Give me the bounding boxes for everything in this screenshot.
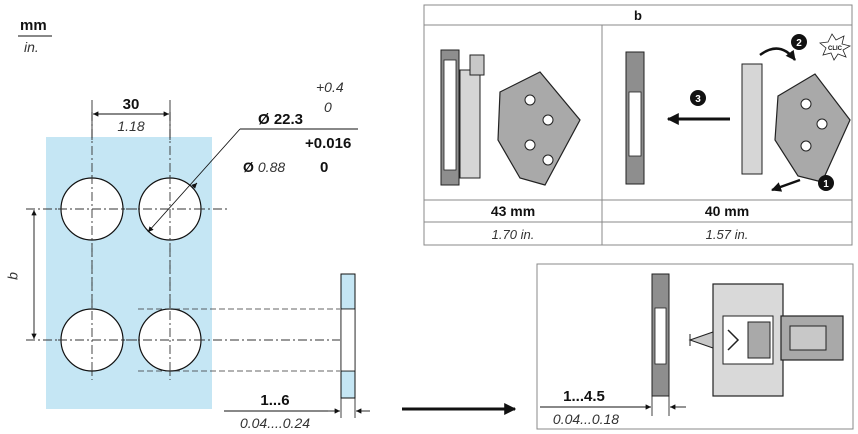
step-marker-3 — [690, 90, 706, 106]
hole-tol-in-minus: 0 — [320, 159, 328, 176]
hole-tol-in-plus: +0.016 — [305, 135, 351, 152]
svg-text:1: 1 — [823, 179, 829, 190]
unit-mm-label: mm — [20, 17, 47, 34]
col2-in: 1.57 in. — [706, 227, 749, 242]
col1-in: 1.70 in. — [492, 227, 535, 242]
col1-mm: 43 mm — [491, 203, 535, 219]
spacing-mm: 30 — [123, 96, 140, 113]
panel-plate — [46, 137, 212, 409]
device-mounting-illustration: CLIC 2 3 1 — [625, 33, 852, 192]
hole-tol-mm-minus: 0 — [324, 99, 332, 115]
table-b: b CLIC — [423, 4, 853, 246]
step-marker-2 — [791, 34, 807, 50]
svg-text:2: 2 — [796, 38, 802, 49]
diameter-leader — [147, 128, 241, 233]
unit-in-label: in. — [24, 39, 39, 55]
mounted-assembly-box: 1...4.5 0.04...0.18 — [536, 263, 854, 430]
panel-section: 1...6 0.04....0.24 — [224, 273, 370, 431]
thickness2-in: 0.04...0.18 — [553, 411, 619, 427]
thickness-mm: 1...6 — [260, 392, 289, 409]
step-marker-1 — [818, 175, 834, 191]
table-b-header: b — [634, 8, 642, 23]
units-legend: mm in. — [18, 17, 52, 55]
thickness-in: 0.04....0.24 — [240, 415, 310, 431]
clic-label: CLIC — [828, 46, 843, 52]
projection-lines — [138, 308, 340, 372]
hole-dia-in: Ø 0.88 — [243, 159, 285, 175]
panel-cutout-drawing: 30 1.18 b +0.4 0 Ø 22.3 +0.016 Ø 0.88 0 — [5, 79, 358, 409]
device-mounted-illustration — [440, 49, 581, 186]
row-spacing-label: b — [5, 272, 21, 280]
svg-text:3: 3 — [695, 94, 701, 105]
spacing-in: 1.18 — [117, 118, 144, 134]
thickness2-mm: 1...4.5 — [563, 388, 605, 405]
clic-burst-icon — [819, 33, 852, 61]
col2-mm: 40 mm — [705, 203, 749, 219]
hole-dia-mm: Ø 22.3 — [258, 111, 303, 128]
hole-tol-mm-plus: +0.4 — [316, 79, 344, 95]
